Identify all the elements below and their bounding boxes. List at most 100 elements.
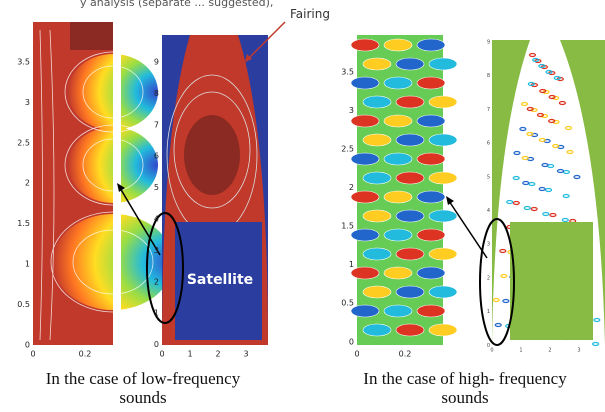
y-tick-label: 0	[154, 340, 159, 349]
cut-text: y analysis (separate ... suggested),	[80, 0, 273, 9]
contour-blob	[429, 324, 457, 336]
x-tick-label: 3	[243, 350, 248, 359]
y-tick-label: 8	[154, 89, 159, 98]
contour-blob	[384, 305, 412, 317]
caption-line: sounds	[119, 388, 166, 407]
y-tick-label: 3	[25, 98, 30, 107]
x-tick-label: 0	[354, 350, 359, 359]
contour-blob	[363, 58, 391, 70]
contour-blob	[351, 191, 379, 203]
y-tick-label: 7	[154, 120, 159, 129]
y-tick-label: 8	[487, 73, 490, 79]
x-tick-label: 2	[215, 350, 220, 359]
y-tick-label: 6	[487, 141, 490, 147]
contour-blob	[417, 191, 445, 203]
figure-graphic: y analysis (separate ... suggested), Sat…	[0, 0, 605, 412]
caption-line: sounds	[441, 388, 488, 407]
x-tick-label: 3	[577, 348, 580, 354]
contour-blob	[351, 39, 379, 51]
x-tick-label: 1	[519, 348, 522, 354]
satellite-label: Satellite	[187, 272, 253, 288]
low-fairing-plot: Satellite Fairing	[162, 7, 330, 345]
y-tick-label: 0.5	[341, 299, 354, 308]
y-tick-label: 2	[487, 275, 490, 281]
y-tick-label: 5	[487, 174, 490, 180]
y-tick-label: 4	[154, 215, 159, 224]
contour-blob	[396, 324, 424, 336]
x-tick-label: 0	[30, 350, 35, 359]
y-tick-label: 2	[154, 277, 159, 286]
contour-blob	[384, 39, 412, 51]
contour-blob	[417, 39, 445, 51]
y-tick-label: 1.5	[341, 222, 354, 231]
y-tick-label: 7	[487, 107, 490, 113]
x-tick-label: 0	[490, 348, 493, 354]
contour-blob	[351, 305, 379, 317]
y-tick-label: 3	[349, 106, 354, 115]
fairing-label: Fairing	[290, 7, 330, 21]
contour-blob	[429, 248, 457, 260]
contour-blob	[351, 77, 379, 89]
y-tick-label: 2.5	[17, 138, 30, 147]
contour-blob	[429, 96, 457, 108]
y-tick-label: 2.5	[341, 145, 354, 154]
y-tick-label: 1	[487, 309, 490, 315]
contour-blob	[363, 248, 391, 260]
contour-blob	[363, 96, 391, 108]
contour-blob	[396, 172, 424, 184]
y-tick-label: 9	[154, 58, 159, 67]
y-tick-label: 9	[487, 40, 490, 46]
y-tick-label: 2	[25, 179, 30, 188]
caption-line: In the case of high- frequency	[363, 369, 567, 388]
high-cavity-plot	[351, 35, 457, 345]
contour-blob	[429, 210, 457, 222]
contour-blob	[429, 134, 457, 146]
contour-blob	[384, 229, 412, 241]
y-tick-label: 3.5	[17, 58, 30, 67]
contour-blob	[351, 115, 379, 127]
contour-blob	[396, 210, 424, 222]
contour-blob	[363, 286, 391, 298]
y-tick-label: 1	[349, 260, 354, 269]
figure: y analysis (separate ... suggested), Sat…	[0, 0, 605, 412]
contour-blob	[384, 153, 412, 165]
x-tick-label: 0	[159, 350, 164, 359]
contour-blob	[417, 77, 445, 89]
y-tick-label: 3	[487, 242, 490, 248]
contour-blob	[363, 172, 391, 184]
y-tick-label: 1	[25, 260, 30, 269]
contour-blob	[351, 229, 379, 241]
y-tick-label: 2	[349, 183, 354, 192]
contour-blob	[396, 286, 424, 298]
y-tick-label: 0	[25, 341, 30, 350]
y-tick-label: 6	[154, 152, 159, 161]
x-tick-label: 0.2	[79, 350, 92, 359]
x-tick-label: 2	[548, 348, 551, 354]
y-tick-label: 1	[154, 309, 159, 318]
x-tick-label: 1	[187, 350, 192, 359]
contour-blob	[384, 115, 412, 127]
contour-blob	[417, 305, 445, 317]
contour-blob	[396, 248, 424, 260]
contour-blob	[363, 210, 391, 222]
contour-blob	[384, 191, 412, 203]
contour-blob	[417, 229, 445, 241]
contour-blob	[396, 134, 424, 146]
contour-blob	[396, 96, 424, 108]
contour-blob	[429, 172, 457, 184]
y-tick-label: 4	[487, 208, 490, 214]
y-tick-label: 1.5	[17, 219, 30, 228]
contour-blob	[429, 58, 457, 70]
x-tick-label: 0.2	[399, 350, 412, 359]
caption-line: In the case of low-frequency	[46, 369, 241, 388]
contour-blob	[429, 286, 457, 298]
contour-blob	[396, 58, 424, 70]
y-tick-label: 0.5	[17, 300, 30, 309]
contour-blob	[417, 267, 445, 279]
contour-blob	[384, 267, 412, 279]
contour-blob	[384, 77, 412, 89]
contour-blob	[351, 153, 379, 165]
y-tick-label: 0	[349, 338, 354, 347]
contour-blob	[363, 324, 391, 336]
contour-blob	[363, 134, 391, 146]
